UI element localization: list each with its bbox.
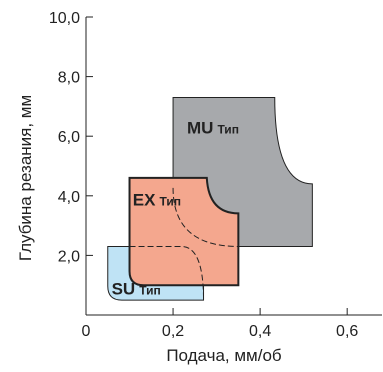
x-tick-label: 0,2 (162, 323, 184, 340)
x-tick-label: 0 (82, 323, 91, 340)
y-tick-label: 4,0 (58, 189, 80, 206)
y-axis-title: Глубина резания, мм (16, 95, 35, 261)
y-tick-label: 10,0 (49, 10, 80, 27)
region-ex (128, 176, 240, 287)
x-tick-label: 0,4 (249, 323, 271, 340)
regions (107, 96, 313, 301)
x-tick-label: 0,6 (336, 323, 358, 340)
y-tick-label: 6,0 (58, 129, 80, 146)
dashed-su-boundary (129, 245, 205, 301)
region-label-ex: EX Тип (133, 190, 181, 209)
dashed-mu-boundary (172, 187, 239, 247)
y-tick-label: 2,0 (58, 248, 80, 265)
axes: 2,0 4,0 6,0 8,0 10,0 0 0,2 0,4 0,6 Подача, мм/об Г… (16, 10, 382, 365)
region-label-mu: MU Тип (187, 118, 239, 137)
x-axis-title: Подача, мм/об (166, 346, 282, 365)
region-label-su: SU Тип (112, 279, 161, 298)
y-tick-label: 8,0 (58, 70, 80, 87)
labels: MU Тип SU Тип EX Тип (112, 118, 239, 298)
